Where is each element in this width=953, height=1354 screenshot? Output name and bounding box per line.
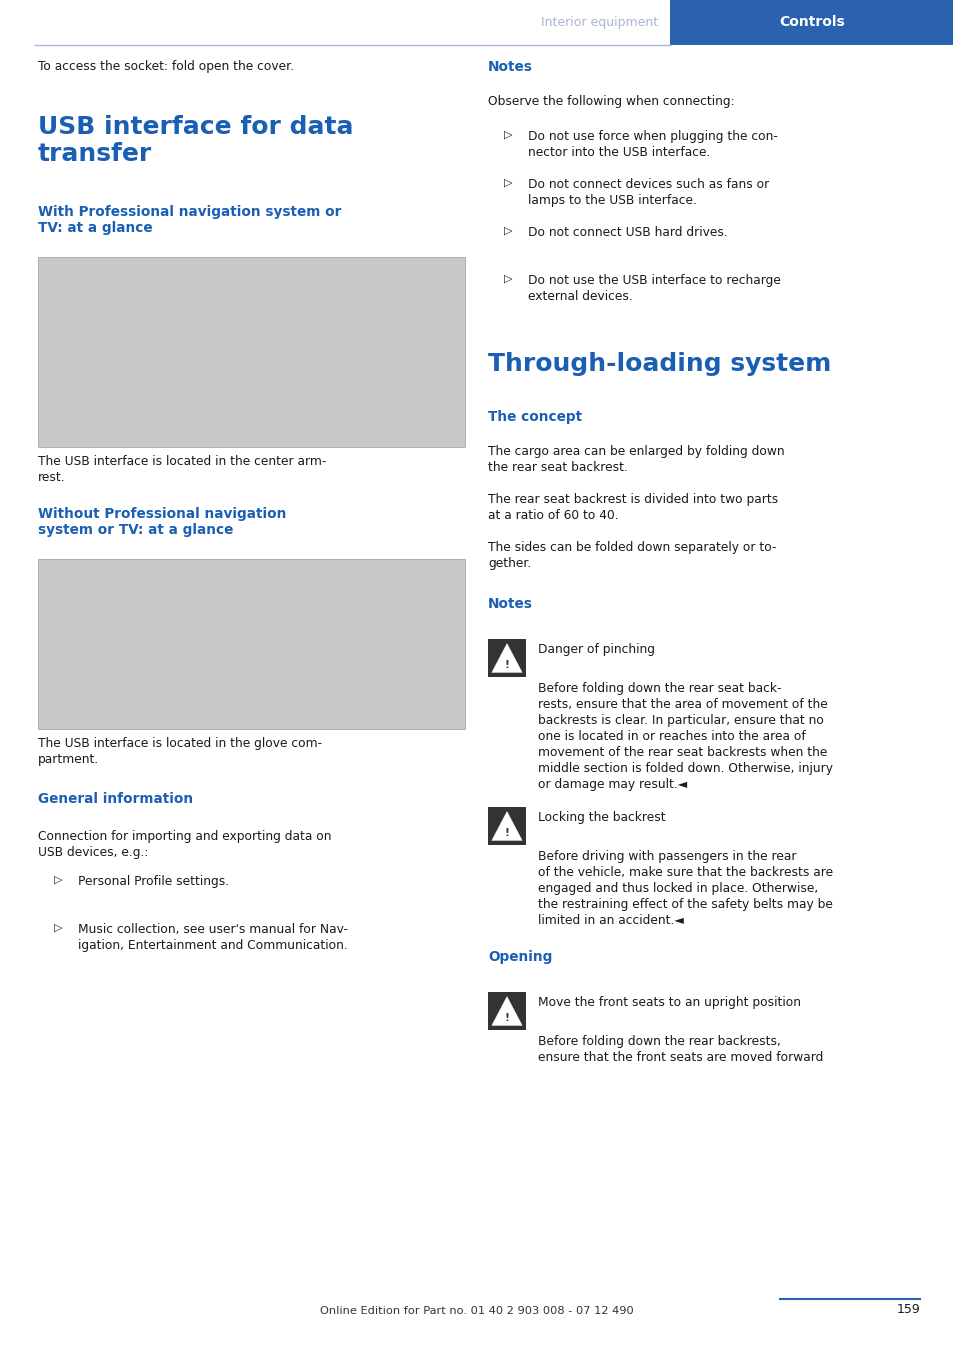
Text: Before folding down the rear backrests,
ensure that the front seats are moved fo: Before folding down the rear backrests, … xyxy=(537,1034,822,1064)
Bar xyxy=(488,992,525,1030)
Text: The concept: The concept xyxy=(488,410,581,424)
Text: The sides can be folded down separately or to-
gether.: The sides can be folded down separately … xyxy=(488,542,776,570)
Text: The USB interface is located in the center arm-
rest.: The USB interface is located in the cent… xyxy=(38,455,326,483)
Text: Notes: Notes xyxy=(488,597,533,611)
Text: Before driving with passengers in the rear
of the vehicle, make sure that the ba: Before driving with passengers in the re… xyxy=(537,850,832,927)
Text: ▷: ▷ xyxy=(503,130,512,139)
Bar xyxy=(38,559,464,728)
Text: Personal Profile settings.: Personal Profile settings. xyxy=(78,875,229,888)
Text: Without Professional navigation
system or TV: at a glance: Without Professional navigation system o… xyxy=(38,506,286,538)
Text: ▷: ▷ xyxy=(503,274,512,284)
Text: Do not connect devices such as fans or
lamps to the USB interface.: Do not connect devices such as fans or l… xyxy=(527,177,768,207)
Polygon shape xyxy=(492,643,521,673)
Bar xyxy=(669,0,953,45)
Text: Danger of pinching: Danger of pinching xyxy=(537,643,655,655)
Text: Through-loading system: Through-loading system xyxy=(488,352,830,376)
Text: Notes: Notes xyxy=(488,60,533,74)
Text: General information: General information xyxy=(38,792,193,806)
Text: !: ! xyxy=(504,827,509,838)
Text: Do not connect USB hard drives.: Do not connect USB hard drives. xyxy=(527,226,727,240)
Text: Do not use force when plugging the con-
nector into the USB interface.: Do not use force when plugging the con- … xyxy=(527,130,777,158)
Text: Do not use the USB interface to recharge
external devices.: Do not use the USB interface to recharge… xyxy=(527,274,781,303)
Text: Interior equipment: Interior equipment xyxy=(540,16,658,28)
Text: Music collection, see user's manual for Nav-
igation, Entertainment and Communic: Music collection, see user's manual for … xyxy=(78,923,348,952)
Text: Opening: Opening xyxy=(488,951,552,964)
Polygon shape xyxy=(492,997,521,1025)
Text: ▷: ▷ xyxy=(53,923,62,933)
Text: !: ! xyxy=(504,1013,509,1022)
Bar xyxy=(38,257,464,447)
Text: ▷: ▷ xyxy=(503,226,512,236)
Text: ▷: ▷ xyxy=(53,875,62,886)
Text: Observe the following when connecting:: Observe the following when connecting: xyxy=(488,95,734,108)
Text: Before folding down the rear seat back-
rests, ensure that the area of movement : Before folding down the rear seat back- … xyxy=(537,682,832,791)
Bar xyxy=(488,639,525,677)
Text: Controls: Controls xyxy=(779,15,844,30)
Text: Connection for importing and exporting data on
USB devices, e.g.:: Connection for importing and exporting d… xyxy=(38,830,331,858)
Text: 159: 159 xyxy=(895,1303,919,1316)
Text: USB interface for data
transfer: USB interface for data transfer xyxy=(38,115,354,165)
Text: The rear seat backrest is divided into two parts
at a ratio of 60 to 40.: The rear seat backrest is divided into t… xyxy=(488,493,778,523)
Text: Locking the backrest: Locking the backrest xyxy=(537,811,665,825)
Text: Move the front seats to an upright position: Move the front seats to an upright posit… xyxy=(537,997,801,1009)
Text: Online Edition for Part no. 01 40 2 903 008 - 07 12 490: Online Edition for Part no. 01 40 2 903 … xyxy=(320,1307,633,1316)
Text: The USB interface is located in the glove com-
partment.: The USB interface is located in the glov… xyxy=(38,737,322,766)
Text: ▷: ▷ xyxy=(503,177,512,188)
Text: The cargo area can be enlarged by folding down
the rear seat backrest.: The cargo area can be enlarged by foldin… xyxy=(488,445,783,474)
Text: With Professional navigation system or
TV: at a glance: With Professional navigation system or T… xyxy=(38,204,341,236)
Text: !: ! xyxy=(504,659,509,670)
Polygon shape xyxy=(492,811,521,841)
Text: To access the socket: fold open the cover.: To access the socket: fold open the cove… xyxy=(38,60,294,73)
Bar xyxy=(488,807,525,845)
